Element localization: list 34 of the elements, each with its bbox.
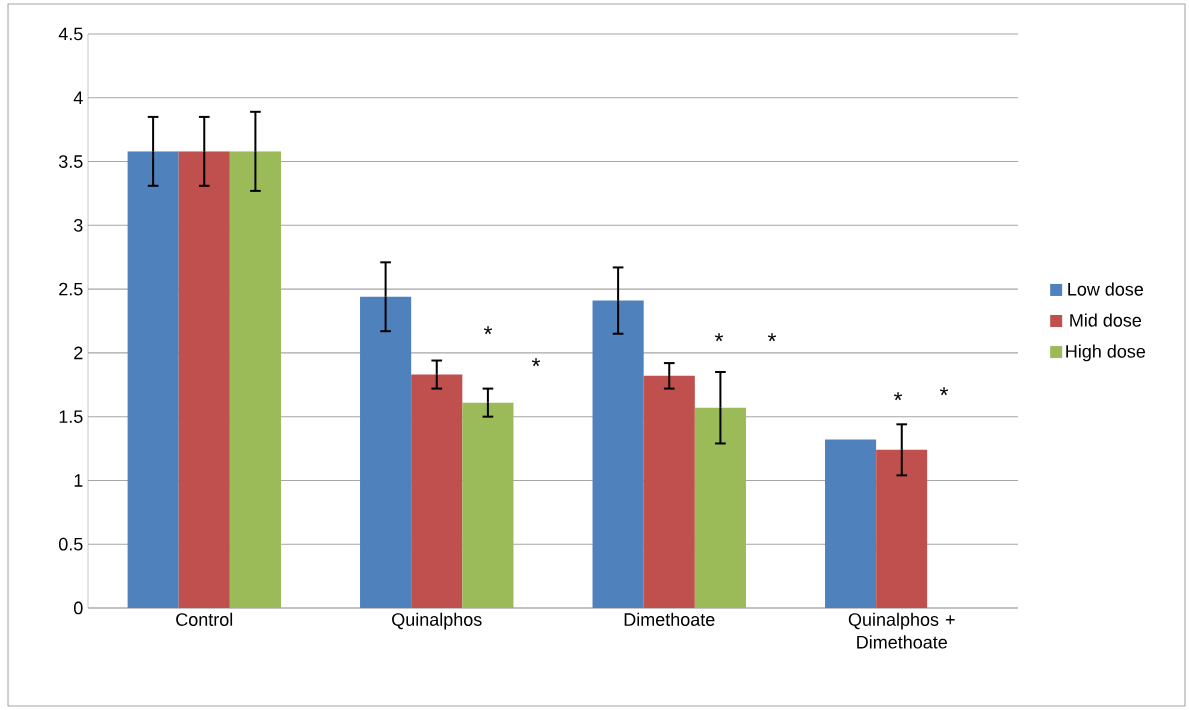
bar (360, 296, 412, 608)
bar (178, 151, 230, 608)
annotation: * (939, 387, 949, 396)
bar (694, 407, 746, 608)
legend-label: Low dose (1068, 282, 1144, 296)
y-tick-label: 3.5 (58, 155, 83, 168)
bar (127, 151, 179, 608)
annotation: * (893, 392, 903, 401)
y-tick-label: 1 (74, 474, 83, 487)
x-tick-label: Control (176, 612, 233, 626)
y-tick-label: 0 (74, 601, 83, 615)
legend-label: High dose (1066, 344, 1146, 362)
y-tick-label: 2 (74, 346, 83, 360)
bar (876, 449, 928, 608)
bar (411, 374, 463, 608)
y-tick-label: 3 (73, 218, 83, 232)
annotation: * (714, 333, 724, 342)
y-tick-label: 1.5 (59, 410, 83, 423)
y-tick-label: 4.5 (58, 27, 83, 41)
x-tick-label: Dimethoate (624, 612, 715, 626)
y-tick-label: 2.5 (59, 282, 83, 296)
y-tick-label: 0.5 (58, 537, 83, 551)
bar (592, 300, 644, 608)
bar (462, 402, 514, 608)
annotation: * (483, 326, 493, 335)
bar (229, 151, 281, 608)
bar (643, 375, 695, 608)
legend-label: Mid dose (1070, 313, 1142, 327)
annotation: * (531, 358, 541, 367)
x-tick-label: Quinalphos + Dimethoate (848, 612, 955, 649)
y-tick-label: 4 (73, 91, 83, 104)
annotation: * (767, 333, 777, 342)
bar (825, 439, 877, 608)
x-tick-label: Quinalphos (392, 612, 482, 630)
